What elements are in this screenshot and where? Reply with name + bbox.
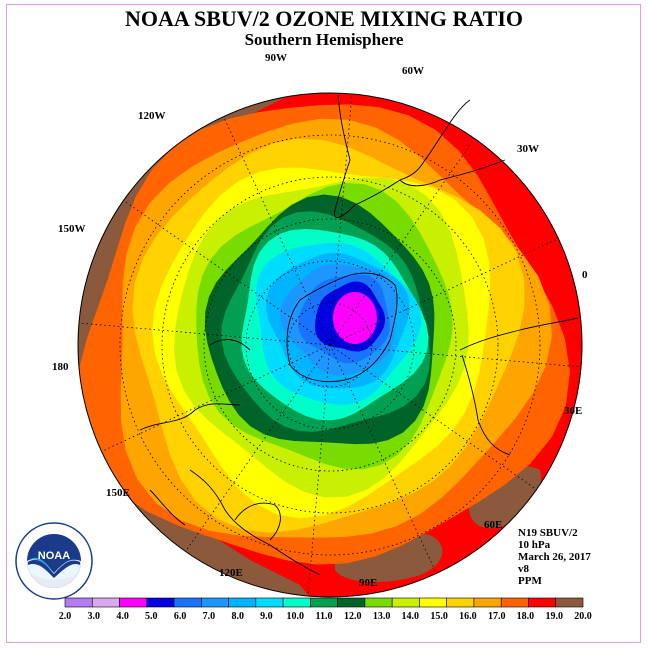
legend-tick-label: 5.0 [145,611,158,622]
meridian-line [78,322,331,346]
hemisphere-boundary [77,92,583,598]
lon-label-180: 180 [52,361,69,373]
legend-swatch [228,597,257,608]
meridian-line [329,93,353,346]
legend-swatch [64,597,93,608]
legend-swatch [146,597,175,608]
legend-tick-label: 16.0 [459,611,477,622]
legend-swatch [528,597,557,608]
map-subtitle: Southern Hemisphere [244,30,404,49]
legend-tick-label: 8.0 [231,611,244,622]
coastlines [139,94,579,576]
legend-swatch [201,597,229,608]
legend-swatch [337,597,366,608]
latitude-circle [245,260,415,430]
lon-label-120w: 120W [138,110,166,122]
legend-tick-label: 3.0 [88,611,101,622]
legend-tick-label: 11.0 [316,611,333,622]
lon-label-30w: 30W [517,143,539,155]
legend-tick-label: 6.0 [174,611,187,622]
meridian-line [101,344,331,452]
meridian-line [329,344,537,490]
legend-swatch [310,597,338,608]
legend-tick-label: 7.0 [203,611,216,622]
legend-tick-label: 4.0 [116,611,129,622]
figure-frame [6,4,641,643]
longitude-labels: 90W 60W 30W 0 30E 60E 90E 120E 150E 180 … [52,52,588,589]
legend-swatch [173,597,202,608]
units-label: PPM [518,575,542,587]
version-label: v8 [518,563,529,575]
lon-label-90w: 90W [265,52,287,64]
graticule [78,93,582,597]
legend-tick-label: 9.0 [260,611,273,622]
info-block: N19 SBUV/2 10 hPa March 26, 2017 v8 PPM [518,527,591,587]
latitude-circle [119,134,541,556]
legend-swatch [500,597,529,608]
legend-tick-label: 12.0 [344,611,362,622]
instrument-label: N19 SBUV/2 [518,527,578,539]
map-title: NOAA SBUV/2 OZONE MIXING RATIO [124,6,524,31]
lon-label-60w: 60W [402,65,424,77]
latitude-circle [287,302,373,388]
meridian-line [307,344,331,597]
legend-tick-label: 15.0 [430,611,448,622]
legend-swatch [282,597,311,608]
legend-swatch [364,597,393,608]
lon-label-150e: 150E [106,487,130,499]
legend-swatch [255,597,284,608]
legend-swatch [555,597,584,608]
legend-tick-label: 2.0 [59,611,72,622]
legend-swatch [391,597,420,608]
legend-swatch [419,597,447,608]
contour-bands [78,104,570,565]
meridian-line [329,344,582,368]
lon-label-150w: 150W [58,223,86,235]
pressure-label: 10 hPa [518,539,551,551]
legend-tick-label: 17.0 [488,611,506,622]
legend-tick-label: 18.0 [517,611,535,622]
logo-text: NOAA [38,550,70,562]
lon-label-30e: 30E [564,405,582,417]
date-label: March 26, 2017 [518,551,591,563]
lon-label-60e: 60E [484,519,502,531]
meridian-line [329,138,475,346]
legend-swatch [91,597,120,608]
legend-tick-label: 10.0 [286,611,304,622]
legend-swatch [119,597,148,608]
high-ozone-region-right [469,466,541,529]
legend-swatch [473,597,502,608]
meridian-line [223,116,331,346]
legend-tick-label: 13.0 [373,611,391,622]
meridian-line [123,200,331,346]
legend-tick-label: 19.0 [545,611,563,622]
meridian-line [329,344,437,574]
latitude-circle [203,218,457,472]
latitude-circle [161,176,499,514]
legend-tick-label: 14.0 [402,611,420,622]
legend-tick-label: 20.0 [574,611,592,622]
lon-label-90e: 90E [359,577,377,589]
lon-label-120e: 120E [219,567,243,579]
meridian-line [329,238,559,346]
legend-swatch [446,597,475,608]
meridian-line [185,344,331,552]
lon-label-0: 0 [582,269,588,281]
ozone-field [78,93,582,597]
noaa-logo: NOAA [15,522,93,600]
